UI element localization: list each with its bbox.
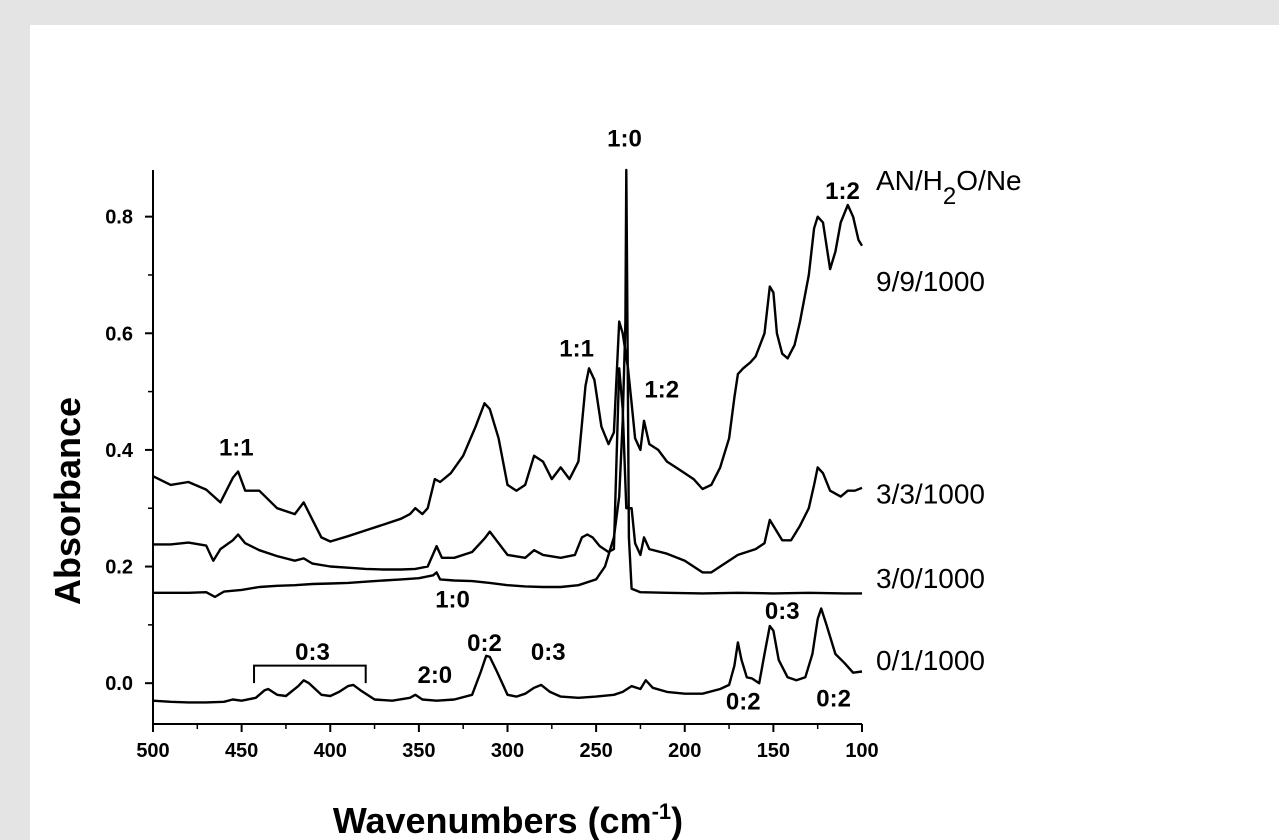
x-tick-label: 400 [314, 740, 347, 762]
x-axis-title-sup: -1 [652, 799, 672, 824]
x-axis-title: Wavenumbers (cm-1) [333, 799, 683, 840]
series-label: 0/1/1000 [876, 645, 985, 676]
x-tick-label: 250 [579, 740, 612, 762]
peak-annotation: 0:3 [765, 598, 800, 625]
spectrum-chart: 500 450 400 350 300 250 200 150 100 0.0 0.2 0.4 0.6 0… [47, 126, 1022, 840]
x-tick-label: 500 [136, 740, 169, 762]
series-line-3-0-1000 [153, 168, 862, 599]
peak-annotation: 1:2 [825, 178, 860, 205]
peak-annotation: 1:0 [607, 126, 642, 153]
series-labels: 9/9/1000 3/3/1000 3/0/1000 0/1/1000 [876, 266, 985, 676]
x-tick-label: 300 [491, 740, 524, 762]
x-axis-title-main: Wavenumbers (cm [333, 800, 652, 840]
peak-annotation: 0:2 [467, 630, 502, 657]
axes: 500 450 400 350 300 250 200 150 100 0.0 0.2 0.4 0.6 0… [105, 170, 879, 762]
series-label: 9/9/1000 [876, 266, 985, 297]
y-tick-label: 0.6 [105, 323, 133, 345]
y-tick-label: 0.4 [105, 440, 134, 462]
x-tick-label: 100 [845, 740, 878, 762]
figure-panel: 500 450 400 350 300 250 200 150 100 0.0 0.2 0.4 0.6 0… [30, 25, 1279, 840]
peak-annotation: 1:1 [219, 435, 254, 462]
peak-annotation: 1:1 [559, 336, 594, 363]
peak-annotation: 0:2 [726, 688, 761, 715]
series-label: 3/0/1000 [876, 563, 985, 594]
series-line-9-9-1000 [152, 203, 864, 543]
x-tick-label: 200 [668, 740, 701, 762]
peak-annotation: 0:2 [816, 686, 851, 713]
y-tick-label: 0.0 [105, 673, 133, 695]
legend-header: AN/H2O/Ne [876, 165, 1022, 210]
x-axis-title-end: ) [671, 800, 683, 840]
traces [152, 168, 864, 704]
y-tick-label: 0.8 [105, 207, 133, 229]
y-axis-title: Absorbance [47, 397, 88, 605]
series-line-0-1-1000 [152, 607, 863, 704]
legend-header-sub: 2 [943, 183, 956, 210]
peak-annotation: 0:3 [531, 639, 566, 666]
peak-annotation: 2:0 [417, 662, 452, 689]
x-tick-label: 450 [225, 740, 258, 762]
legend-header-pre: AN/H [876, 165, 943, 196]
y-tick-label: 0.2 [105, 557, 133, 579]
x-tick-label: 150 [757, 740, 790, 762]
bracket-0-3 [253, 664, 367, 684]
peak-annotation: 0:3 [295, 639, 330, 666]
peak-annotations: 1:0 1:2 1:1 1:2 1:1 1:0 0:3 2:0 0:2 0:3 0:3 0:2 0:2 [219, 126, 860, 716]
peak-annotation: 1:0 [435, 586, 470, 613]
legend-header-post: O/Ne [956, 165, 1021, 196]
series-line-3-3-1000 [153, 367, 863, 574]
series-label: 3/3/1000 [876, 479, 985, 510]
peak-annotation: 1:2 [644, 376, 679, 403]
x-tick-label: 350 [402, 740, 435, 762]
